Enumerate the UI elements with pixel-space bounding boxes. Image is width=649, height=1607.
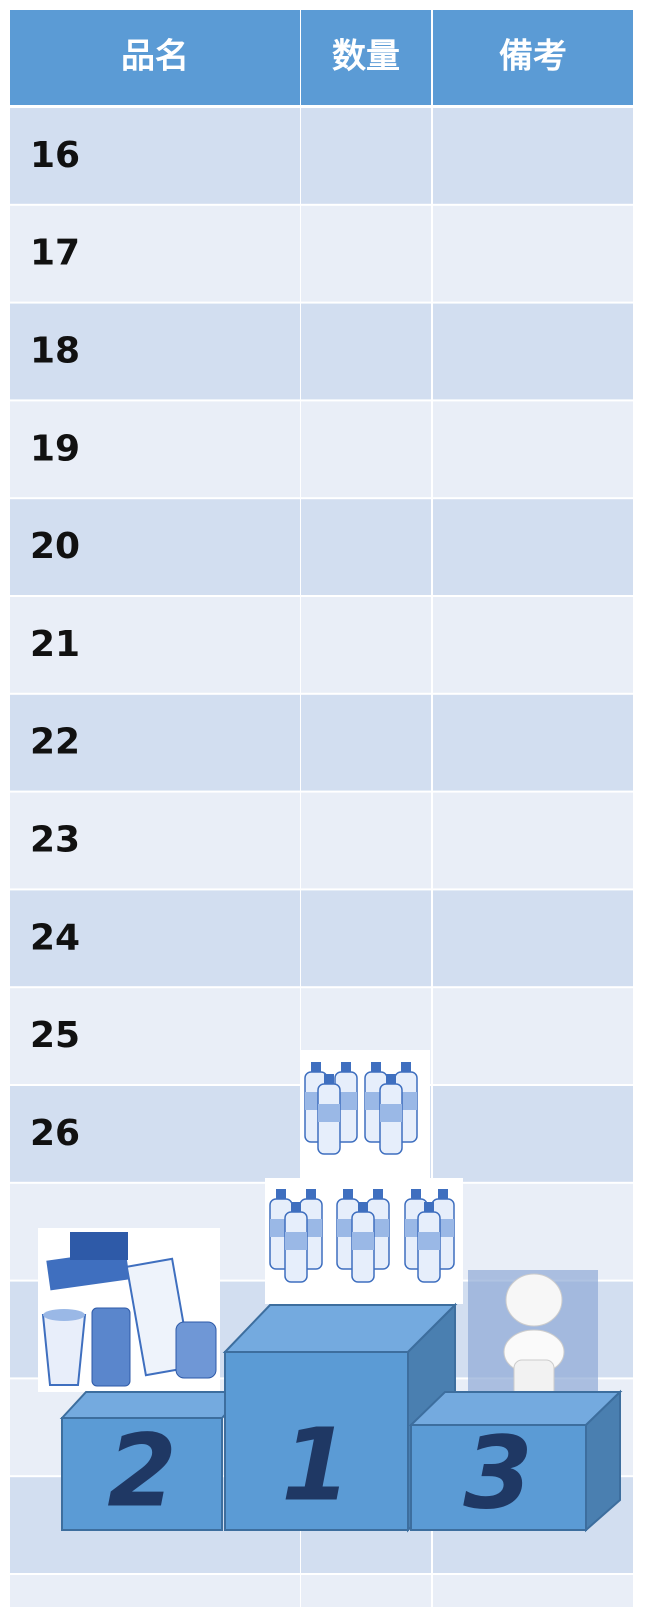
row-label: 23 <box>30 820 80 861</box>
table-cell <box>433 988 633 1084</box>
bottle-cap <box>291 1202 301 1212</box>
table-cell <box>301 499 431 595</box>
bottle-cap <box>371 1062 381 1072</box>
tin <box>176 1322 216 1378</box>
row-label: 20 <box>30 526 80 567</box>
table-cell <box>301 793 431 889</box>
row-label: 16 <box>30 135 80 176</box>
bottle-cap <box>401 1062 411 1072</box>
bottle-label <box>352 1232 374 1250</box>
rank-number: 3 <box>463 1414 533 1531</box>
table-cell <box>433 304 633 400</box>
header-text: 品名 <box>121 37 189 77</box>
table-cell <box>10 1575 300 1607</box>
row-label: 18 <box>30 331 80 372</box>
table-cell <box>433 499 633 595</box>
bottle-cap <box>311 1062 321 1072</box>
bottle-cap <box>386 1074 396 1084</box>
table-cell <box>301 206 431 302</box>
table-cell <box>433 793 633 889</box>
bottle-label <box>318 1104 340 1122</box>
table-cell <box>301 1575 431 1607</box>
table-cell <box>301 304 431 400</box>
table-cell <box>433 108 633 204</box>
row-label: 17 <box>30 233 80 274</box>
table-cell <box>301 401 431 497</box>
bottle-cap <box>324 1074 334 1084</box>
rank-number: 2 <box>107 1412 177 1529</box>
table-cell <box>433 695 633 791</box>
row-label: 21 <box>30 624 80 665</box>
row-label: 25 <box>30 1015 80 1056</box>
page: {"table":{"headers":["品名","数量","備考"],"ro… <box>0 0 649 1607</box>
bottle-cap <box>373 1189 383 1199</box>
bottle-cap <box>411 1189 421 1199</box>
biscuit-box <box>70 1232 128 1260</box>
bottle-cap <box>424 1202 434 1212</box>
toilet-tank <box>506 1274 562 1326</box>
bottle-cap <box>358 1202 368 1212</box>
row-label: 19 <box>30 428 80 469</box>
screen: 品名 数量 備考 16 17 18 19 20 21 22 23 24 25 26 2 1 3 <box>0 0 649 1607</box>
row-label: 22 <box>30 722 80 763</box>
bottle-cap <box>438 1189 448 1199</box>
table-cell <box>301 597 431 693</box>
cup <box>43 1315 85 1385</box>
table-cell <box>433 206 633 302</box>
bottle-cap <box>276 1189 286 1199</box>
cup-lid <box>43 1309 85 1321</box>
table-cell <box>433 401 633 497</box>
row-label: 26 <box>30 1113 80 1154</box>
header-text: 備考 <box>499 37 567 77</box>
table-cell <box>433 1575 633 1607</box>
table-cell <box>433 890 633 986</box>
bottle-cap <box>343 1189 353 1199</box>
bottle-label <box>380 1104 402 1122</box>
bottle-label <box>285 1232 307 1250</box>
table-cell <box>301 108 431 204</box>
header-text: 数量 <box>332 37 400 77</box>
table-cell <box>433 1086 633 1182</box>
bottle-cap <box>306 1189 316 1199</box>
row-label: 24 <box>30 917 80 958</box>
bottle-cap <box>341 1062 351 1072</box>
table-cell <box>433 597 633 693</box>
table-cell <box>301 695 431 791</box>
bottle-label <box>418 1232 440 1250</box>
rank-number: 1 <box>281 1406 351 1523</box>
can <box>92 1308 130 1386</box>
table-cell <box>301 890 431 986</box>
